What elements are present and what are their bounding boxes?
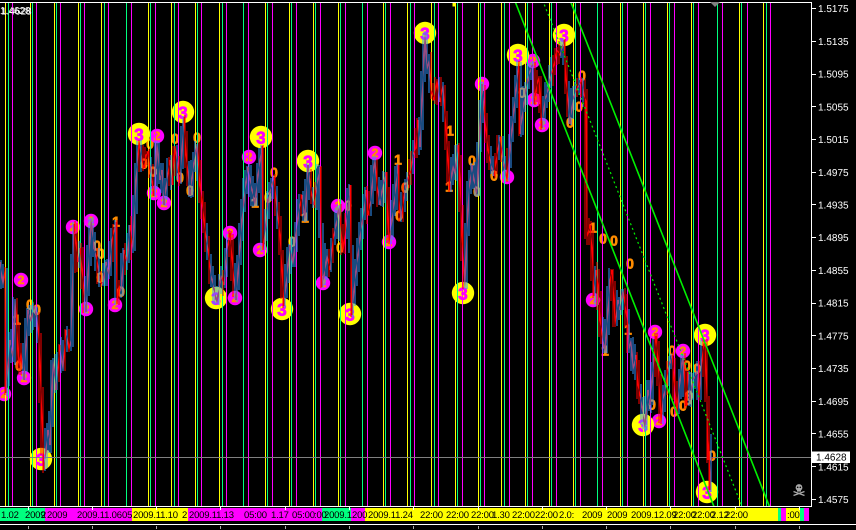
svg-text:0: 0 [679,398,687,414]
svg-text:2.12: 2.12 [711,510,729,521]
svg-text:2: 2 [680,344,687,358]
svg-text:0: 0 [708,448,716,464]
svg-text:1.4628: 1.4628 [816,453,847,464]
svg-text:2009.1: 2009.1 [324,510,352,521]
svg-text:05:00: 05:00 [244,510,267,521]
svg-text:2: 2 [246,150,253,164]
svg-text:2: 2 [154,129,161,143]
svg-text:0: 0 [468,153,476,169]
svg-text:1.4895: 1.4895 [818,233,849,244]
svg-text:2009: 2009 [47,510,67,521]
svg-text:2009.11.06: 2009.11.06 [77,510,122,521]
svg-text:1.4775: 1.4775 [818,331,849,342]
svg-text:0: 0 [599,231,607,247]
svg-text:22:00: 22:00 [535,510,558,521]
svg-text:2009: 2009 [582,510,602,521]
svg-text:0: 0 [518,85,526,101]
svg-text:2: 2 [590,293,597,307]
svg-text:2009.11.24: 2009.11.24 [368,510,413,521]
svg-text:1.5015: 1.5015 [818,135,849,146]
svg-text:2009.11.13: 2009.11.13 [189,510,234,521]
svg-text:3: 3 [559,27,568,46]
svg-text:3: 3 [134,126,143,145]
svg-text:1.5055: 1.5055 [818,102,849,113]
svg-text:0: 0 [578,68,586,84]
svg-text:05:00: 05:00 [292,510,315,521]
svg-text:3: 3 [702,484,711,503]
svg-text:2: 2 [18,273,25,287]
svg-text:22:00: 22:00 [692,510,715,521]
svg-text:1.4735: 1.4735 [818,364,849,375]
svg-text:1.4628: 1.4628 [1,7,32,18]
svg-text:1.4935: 1.4935 [818,201,849,212]
svg-text:2: 2 [257,243,264,257]
svg-text:2: 2 [41,510,46,521]
svg-text:3: 3 [513,47,522,66]
svg-text:0: 0 [288,234,296,250]
svg-text:2: 2 [372,146,379,160]
svg-text:0: 0 [93,238,101,254]
svg-text:0: 0 [683,358,691,374]
svg-text:0: 0 [626,256,634,272]
svg-text:22:00: 22:00 [471,510,494,521]
svg-text:1.4615: 1.4615 [818,462,849,473]
svg-text::00: :00 [314,510,327,521]
svg-text:0: 0 [264,190,272,206]
svg-text:1.4815: 1.4815 [818,299,849,310]
svg-text:2: 2 [1,387,8,401]
svg-text:3: 3 [178,104,187,123]
svg-text:2: 2 [182,510,187,521]
svg-text:3: 3 [345,306,354,325]
svg-text:22:00: 22:00 [725,510,748,521]
svg-text:1: 1 [446,123,454,139]
svg-text:1: 1 [394,152,402,168]
svg-text:22:00: 22:00 [420,510,443,521]
svg-text:3: 3 [256,129,265,148]
svg-text:1: 1 [589,220,597,236]
svg-text:3: 3 [303,153,312,172]
svg-text:2009: 2009 [607,510,627,521]
svg-text:05: 05 [122,510,132,521]
svg-text:0: 0 [684,392,692,408]
svg-text:1.5135: 1.5135 [818,37,849,48]
svg-text:1.4975: 1.4975 [818,168,849,179]
svg-text:1.5175: 1.5175 [818,4,849,15]
svg-text:0: 0 [668,343,676,359]
svg-text:1.30: 1.30 [492,510,510,521]
svg-text:1.4855: 1.4855 [818,266,849,277]
svg-text:2009.12.09: 2009.12.09 [631,510,677,521]
svg-text:1.4655: 1.4655 [818,430,849,441]
svg-text:3: 3 [36,451,45,470]
svg-text:22:00: 22:00 [673,510,696,521]
svg-text:1.4695: 1.4695 [818,397,849,408]
svg-text:0: 0 [140,156,148,172]
svg-text:0: 0 [575,99,583,115]
svg-text:1.17: 1.17 [271,510,289,521]
svg-text:2009.11.10: 2009.11.10 [133,510,178,521]
svg-text:0: 0 [648,397,656,413]
svg-text:2009: 2009 [25,510,45,521]
svg-text:0: 0 [270,165,278,181]
svg-text:1.02: 1.02 [1,510,19,521]
svg-text:2.0:: 2.0: [559,510,574,521]
svg-text:0: 0 [610,233,618,249]
svg-text:3: 3 [277,301,286,320]
svg-text:2: 2 [652,325,659,339]
svg-text:22:00: 22:00 [512,510,535,521]
svg-text:22:00: 22:00 [446,510,469,521]
svg-text::00: :00 [787,510,800,521]
svg-text:3: 3 [700,327,709,346]
svg-text:1.5095: 1.5095 [818,70,849,81]
svg-text:200: 200 [352,510,367,521]
svg-text:1: 1 [112,214,120,230]
svg-text:0: 0 [171,131,179,147]
svg-text:1.4575: 1.4575 [818,495,849,506]
